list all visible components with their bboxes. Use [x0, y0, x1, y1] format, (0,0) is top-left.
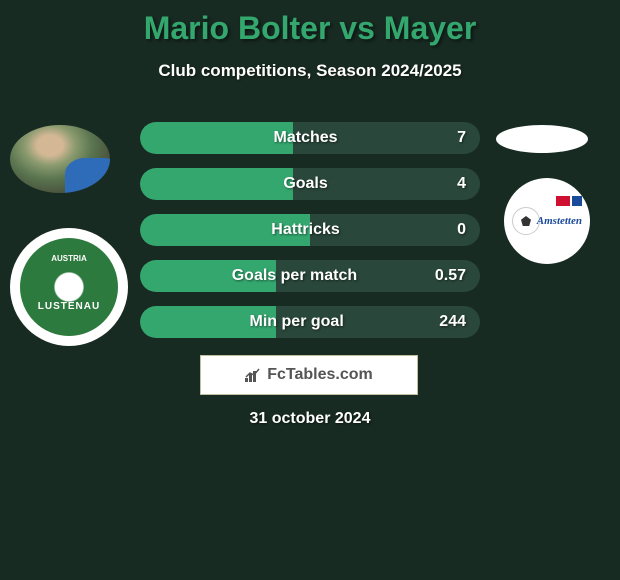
comparison-date: 31 october 2024 — [0, 410, 620, 428]
stat-fill — [140, 168, 293, 200]
comparison-subtitle: Club competitions, Season 2024/2025 — [0, 61, 620, 81]
club-left-badge: AUSTRIA LUSTENAU — [10, 228, 128, 346]
stat-bar-mpg: Min per goal 244 — [140, 306, 480, 338]
club-left-center-icon — [56, 274, 82, 300]
stat-bar-gpm: Goals per match 0.57 — [140, 260, 480, 292]
club-left-label-bottom: LUSTENAU — [38, 301, 100, 312]
stat-label: Goals per match — [232, 267, 357, 285]
stat-label: Hattricks — [271, 221, 339, 239]
club-right-label: Amstetten — [537, 215, 582, 227]
stat-label: Matches — [274, 129, 338, 147]
stat-right-value: 4 — [457, 175, 466, 193]
club-left-label-top: AUSTRIA — [51, 254, 87, 263]
player-right-avatar — [496, 125, 588, 153]
club-right-accent-2 — [572, 196, 582, 206]
watermark-text: FcTables.com — [267, 366, 373, 384]
comparison-title: Mario Bolter vs Mayer — [0, 0, 620, 47]
stat-label: Min per goal — [250, 313, 344, 331]
stat-right-value: 0 — [457, 221, 466, 239]
stats-container: Matches 7 Goals 4 Hattricks 0 Goals per … — [140, 122, 480, 352]
stat-right-value: 0.57 — [435, 267, 466, 285]
player-left-avatar — [10, 125, 110, 193]
watermark-box: FcTables.com — [200, 355, 418, 395]
stat-right-value: 244 — [439, 313, 466, 331]
stat-label: Goals — [283, 175, 327, 193]
club-left-badge-inner: AUSTRIA LUSTENAU — [20, 238, 118, 336]
club-right-badge: Amstetten — [504, 178, 590, 264]
chart-icon — [245, 368, 263, 382]
club-right-accent-1 — [556, 196, 570, 206]
stat-fill — [140, 122, 293, 154]
stat-bar-hattricks: Hattricks 0 — [140, 214, 480, 246]
stat-right-value: 7 — [457, 129, 466, 147]
stat-bar-matches: Matches 7 — [140, 122, 480, 154]
stat-bar-goals: Goals 4 — [140, 168, 480, 200]
